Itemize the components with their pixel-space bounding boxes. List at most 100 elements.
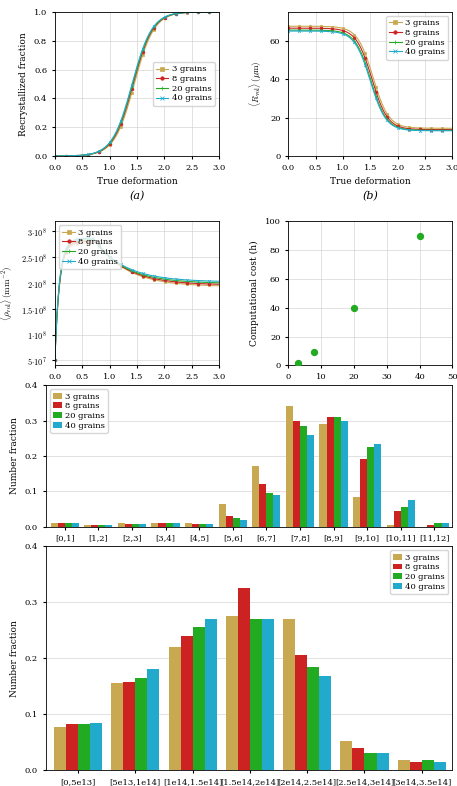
- Bar: [334, 417, 340, 527]
- X-axis label: True deformation: True deformation: [96, 387, 177, 395]
- Bar: [319, 676, 331, 770]
- Text: (e): (e): [241, 546, 257, 557]
- Y-axis label: Number fraction: Number fraction: [10, 620, 19, 696]
- Bar: [408, 500, 415, 527]
- Point: [350, 302, 357, 314]
- Bar: [441, 523, 449, 527]
- Bar: [252, 466, 259, 527]
- Bar: [218, 504, 226, 527]
- Bar: [259, 484, 266, 527]
- Bar: [398, 760, 410, 770]
- Bar: [139, 523, 146, 527]
- Bar: [51, 523, 58, 527]
- Bar: [410, 762, 422, 770]
- Bar: [173, 523, 180, 527]
- Bar: [435, 523, 441, 527]
- Bar: [240, 520, 247, 527]
- Bar: [273, 495, 281, 527]
- Bar: [206, 523, 213, 527]
- Y-axis label: Recrystallized fraction: Recrystallized fraction: [19, 32, 28, 136]
- Bar: [262, 619, 274, 770]
- Bar: [66, 725, 78, 770]
- Bar: [151, 523, 159, 527]
- Legend: 3 grains, 8 grains, 20 grains, 40 grains: 3 grains, 8 grains, 20 grains, 40 grains: [50, 389, 108, 433]
- Point: [311, 346, 318, 358]
- Bar: [123, 681, 135, 770]
- Bar: [374, 443, 381, 527]
- Bar: [159, 523, 165, 527]
- Bar: [58, 523, 65, 527]
- Bar: [65, 523, 72, 527]
- Bar: [300, 426, 307, 527]
- Bar: [199, 523, 206, 527]
- Bar: [319, 424, 327, 527]
- Bar: [106, 525, 112, 527]
- Point: [416, 230, 423, 242]
- Bar: [387, 525, 394, 527]
- Y-axis label: Number fraction: Number fraction: [10, 417, 19, 494]
- X-axis label: True deformation: True deformation: [330, 178, 411, 186]
- Bar: [91, 525, 98, 527]
- Bar: [98, 525, 106, 527]
- Y-axis label: Computational cost (h): Computational cost (h): [250, 241, 259, 346]
- Bar: [72, 523, 79, 527]
- Bar: [125, 523, 132, 527]
- Bar: [181, 636, 193, 770]
- Bar: [78, 725, 90, 770]
- Bar: [360, 459, 367, 527]
- Text: (a): (a): [129, 191, 145, 201]
- Bar: [135, 678, 147, 770]
- Bar: [226, 516, 233, 527]
- Bar: [169, 647, 181, 770]
- Text: (c): (c): [129, 401, 144, 411]
- Bar: [266, 493, 273, 527]
- Bar: [365, 754, 377, 770]
- Bar: [90, 722, 102, 770]
- X-axis label: True deformation: True deformation: [96, 178, 177, 186]
- Bar: [340, 421, 348, 527]
- Text: (d): (d): [362, 401, 378, 411]
- Bar: [307, 435, 314, 527]
- Bar: [286, 406, 293, 527]
- Bar: [54, 726, 66, 770]
- Bar: [307, 667, 319, 770]
- Bar: [250, 619, 262, 770]
- Bar: [401, 507, 408, 527]
- Y-axis label: $\langle\rho_{\rm vol}\rangle\,({\rm mm}^{-2})$: $\langle\rho_{\rm vol}\rangle\,({\rm mm}…: [0, 266, 15, 321]
- Bar: [327, 417, 334, 527]
- Bar: [233, 518, 240, 527]
- Bar: [293, 421, 300, 527]
- Bar: [394, 511, 401, 527]
- Bar: [352, 748, 365, 770]
- Point: [294, 356, 302, 369]
- Bar: [84, 525, 91, 527]
- X-axis label: Number of grains: Number of grains: [329, 387, 411, 395]
- Bar: [112, 684, 123, 770]
- Bar: [185, 523, 192, 527]
- Bar: [434, 762, 446, 770]
- Bar: [193, 627, 205, 770]
- Bar: [283, 619, 295, 770]
- Bar: [165, 523, 173, 527]
- Bar: [377, 754, 388, 770]
- Bar: [226, 616, 238, 770]
- Legend: 3 grains, 8 grains, 20 grains, 40 grains: 3 grains, 8 grains, 20 grains, 40 grains: [153, 62, 215, 106]
- Legend: 3 grains, 8 grains, 20 grains, 40 grains: 3 grains, 8 grains, 20 grains, 40 grains: [59, 226, 122, 269]
- Bar: [353, 497, 360, 527]
- Bar: [427, 525, 435, 527]
- Legend: 3 grains, 8 grains, 20 grains, 40 grains: 3 grains, 8 grains, 20 grains, 40 grains: [390, 550, 448, 594]
- Bar: [238, 588, 250, 770]
- Bar: [340, 741, 352, 770]
- Bar: [295, 656, 307, 770]
- Text: (b): (b): [362, 191, 378, 201]
- Bar: [367, 447, 374, 527]
- Y-axis label: $\langle R_{\rm vol}\rangle\,(\mu{\rm m})$: $\langle R_{\rm vol}\rangle\,(\mu{\rm m}…: [248, 61, 264, 107]
- Legend: 3 grains, 8 grains, 20 grains, 40 grains: 3 grains, 8 grains, 20 grains, 40 grains: [386, 16, 448, 60]
- Bar: [132, 523, 139, 527]
- Bar: [422, 760, 434, 770]
- Bar: [192, 523, 199, 527]
- Bar: [205, 619, 217, 770]
- Bar: [147, 670, 159, 770]
- X-axis label: Spherical equivalent grain radius ($\mu$m): Spherical equivalent grain radius ($\mu$…: [160, 548, 338, 562]
- Bar: [118, 523, 125, 527]
